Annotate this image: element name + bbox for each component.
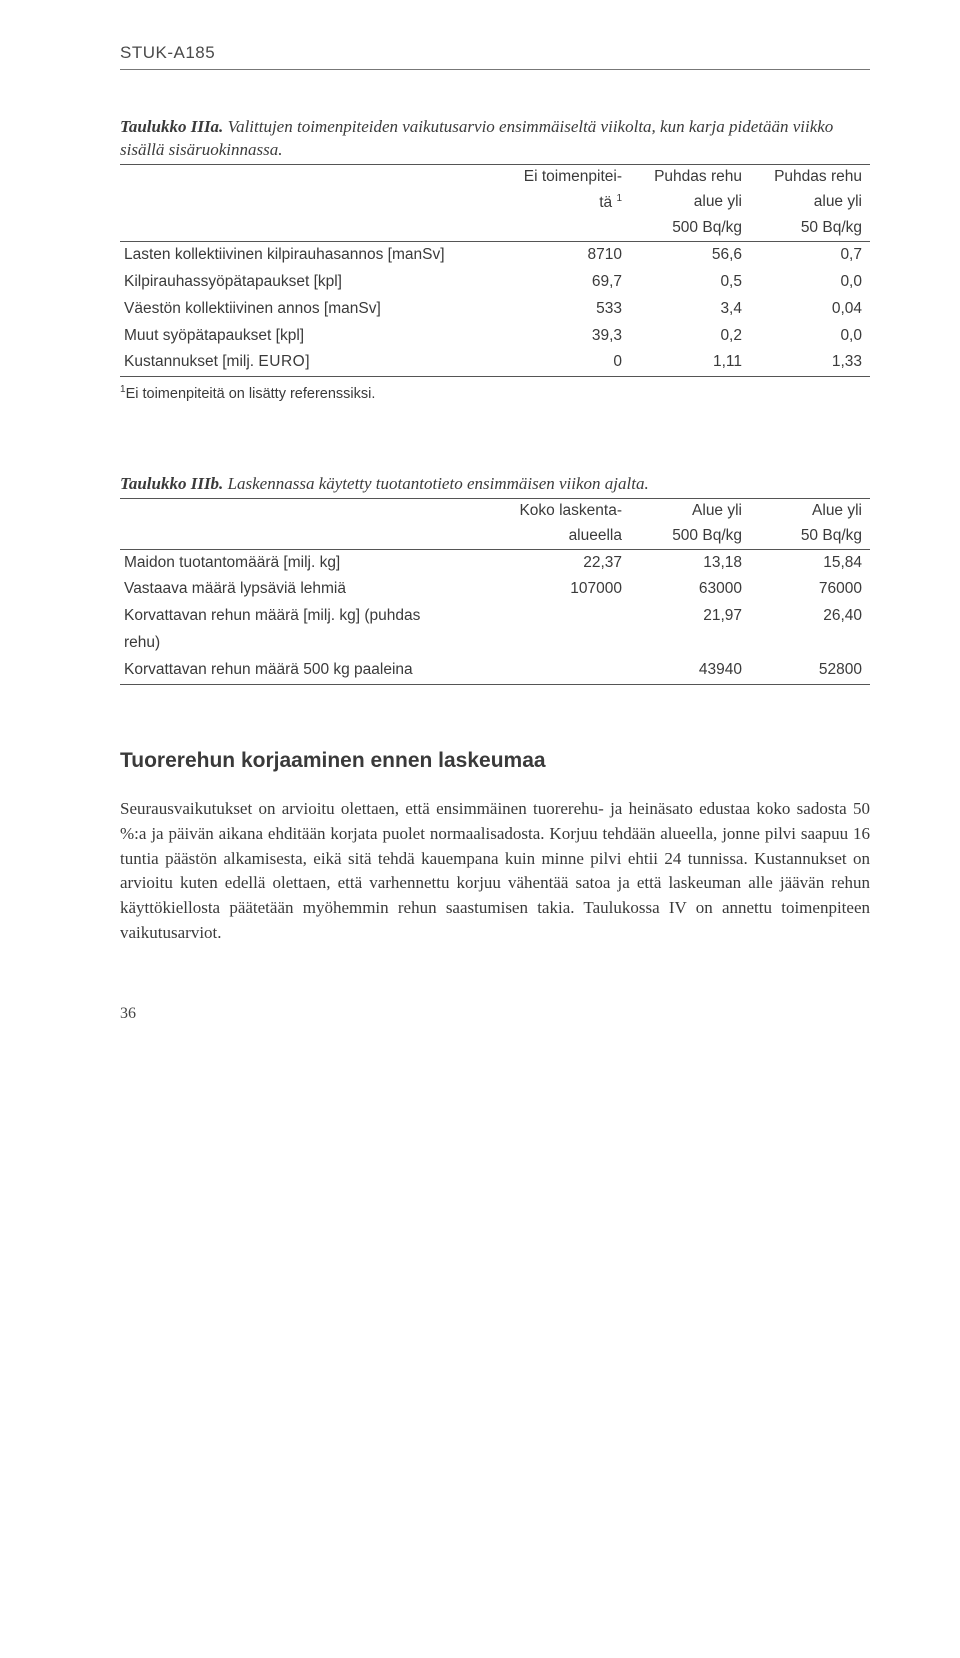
cell: 26,40 <box>750 603 870 630</box>
cell: 15,84 <box>750 549 870 576</box>
cell: 43940 <box>630 657 750 684</box>
table-b-caption: Taulukko IIIb. Laskennassa käytetty tuot… <box>120 473 870 496</box>
cell: 22,37 <box>510 549 630 576</box>
table-a-footnote: 1Ei toimenpiteitä on lisätty referenssik… <box>120 383 870 404</box>
cell: 39,3 <box>510 323 630 350</box>
table-b-caption-label: Taulukko IIIb. <box>120 474 223 493</box>
header-rule <box>120 69 870 70</box>
table-row: rehu) <box>120 630 870 657</box>
table-row: Vastaava määrä lypsäviä lehmiä 107000 63… <box>120 576 870 603</box>
table-a-col1-h1: Ei toimenpitei- <box>510 164 630 189</box>
table-row: Lasten kollektiivinen kilpirauhasannos [… <box>120 241 870 268</box>
row-label: Muut syöpätapaukset [kpl] <box>120 323 510 350</box>
table-b: Koko laskenta- Alue yli Alue yli alueell… <box>120 498 870 685</box>
table-row: Muut syöpätapaukset [kpl] 39,3 0,2 0,0 <box>120 323 870 350</box>
page-number: 36 <box>120 1003 870 1025</box>
row-label: rehu) <box>120 630 510 657</box>
cell: 3,4 <box>630 296 750 323</box>
table-b-caption-text: Laskennassa käytetty tuotantotieto ensim… <box>228 474 649 493</box>
section-heading: Tuorerehun korjaaminen ennen laskeumaa <box>120 747 870 775</box>
cell: 13,18 <box>630 549 750 576</box>
table-a-header-row: Ei toimenpitei- Puhdas rehu Puhdas rehu <box>120 164 870 189</box>
row-label: Vastaava määrä lypsäviä lehmiä <box>120 576 510 603</box>
table-b-col1-h1: Koko laskenta- <box>510 498 630 523</box>
cell: 0,5 <box>630 269 750 296</box>
table-a-col1-h2: tä 1 <box>510 190 630 216</box>
row-label: Korvattavan rehun määrä 500 kg paaleina <box>120 657 510 684</box>
table-row: Korvattavan rehun määrä 500 kg paaleina … <box>120 657 870 684</box>
table-b-header-row: alueella 500 Bq/kg 50 Bq/kg <box>120 524 870 549</box>
cell <box>510 657 630 684</box>
table-a-caption-label: Taulukko IIIa. <box>120 117 223 136</box>
table-b-col3-h2: 50 Bq/kg <box>750 524 870 549</box>
table-a-col3-h1: Puhdas rehu <box>750 164 870 189</box>
table-a-col3-h3: 50 Bq/kg <box>750 216 870 241</box>
table-b-col2-h2: 500 Bq/kg <box>630 524 750 549</box>
table-a-header-row: tä 1 alue yli alue yli <box>120 190 870 216</box>
cell: 52800 <box>750 657 870 684</box>
table-row: Väestön kollektiivinen annos [manSv] 533… <box>120 296 870 323</box>
table-b-col3-h1: Alue yli <box>750 498 870 523</box>
table-b-col2-h1: Alue yli <box>630 498 750 523</box>
cell: 69,7 <box>510 269 630 296</box>
cell: 21,97 <box>630 603 750 630</box>
cell: 0,04 <box>750 296 870 323</box>
row-label: Korvattavan rehun määrä [milj. kg] (puhd… <box>120 603 510 630</box>
table-b-col1-h2: alueella <box>510 524 630 549</box>
cell: 1,33 <box>750 349 870 376</box>
cell <box>630 630 750 657</box>
cell: 0,7 <box>750 241 870 268</box>
cell: 0,0 <box>750 323 870 350</box>
cell: 533 <box>510 296 630 323</box>
table-a-caption: Taulukko IIIa. Valittujen toimenpiteiden… <box>120 116 870 162</box>
cell: 1,11 <box>630 349 750 376</box>
cell: 63000 <box>630 576 750 603</box>
cell <box>510 630 630 657</box>
cell <box>510 603 630 630</box>
row-label: Lasten kollektiivinen kilpirauhasannos [… <box>120 241 510 268</box>
cell: 0,0 <box>750 269 870 296</box>
table-a-col3-h2: alue yli <box>750 190 870 216</box>
table-row: Korvattavan rehun määrä [milj. kg] (puhd… <box>120 603 870 630</box>
row-label: Maidon tuotantomäärä [milj. kg] <box>120 549 510 576</box>
cell: 0 <box>510 349 630 376</box>
table-row: Kustannukset [milj. EURO] 0 1,11 1,33 <box>120 349 870 376</box>
cell: 56,6 <box>630 241 750 268</box>
table-a-header-row: 500 Bq/kg 50 Bq/kg <box>120 216 870 241</box>
table-a-col2-h3: 500 Bq/kg <box>630 216 750 241</box>
cell <box>750 630 870 657</box>
table-b-header-row: Koko laskenta- Alue yli Alue yli <box>120 498 870 523</box>
body-paragraph: Seurausvaikutukset on arvioitu olettaen,… <box>120 797 870 945</box>
cell: 107000 <box>510 576 630 603</box>
cell: 8710 <box>510 241 630 268</box>
cell: 0,2 <box>630 323 750 350</box>
row-label: Väestön kollektiivinen annos [manSv] <box>120 296 510 323</box>
table-row: Maidon tuotantomäärä [milj. kg] 22,37 13… <box>120 549 870 576</box>
table-a: Ei toimenpitei- Puhdas rehu Puhdas rehu … <box>120 164 870 378</box>
running-header: STUK-A185 <box>120 42 870 65</box>
table-row: Kilpirauhassyöpätapaukset [kpl] 69,7 0,5… <box>120 269 870 296</box>
table-a-caption-text: Valittujen toimenpiteiden vaikutusarvio … <box>120 117 833 159</box>
row-label: Kustannukset [milj. EURO] <box>120 349 510 376</box>
row-label: Kilpirauhassyöpätapaukset [kpl] <box>120 269 510 296</box>
table-a-col2-h1: Puhdas rehu <box>630 164 750 189</box>
cell: 76000 <box>750 576 870 603</box>
table-a-col2-h2: alue yli <box>630 190 750 216</box>
